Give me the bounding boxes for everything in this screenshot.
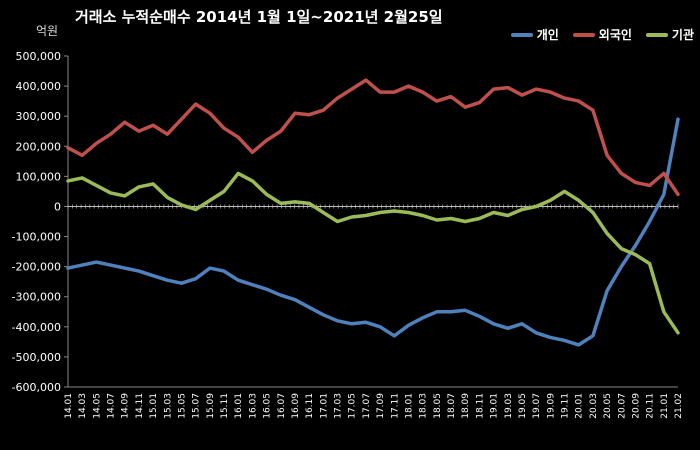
x-tick-label: 18.03 [419, 393, 429, 419]
y-tick-label: -600,000 [12, 381, 61, 394]
x-tick-label: 15.01 [149, 393, 159, 419]
x-tick-label: 19.07 [532, 393, 542, 419]
x-tick-label: 16.01 [234, 393, 244, 419]
legend: 개인 외국인 기관 [510, 26, 694, 43]
legend-label: 개인 [536, 28, 559, 42]
y-tick-label: 100,000 [16, 170, 62, 183]
x-tick-label: 17.11 [390, 393, 400, 419]
x-tick-label: 19.09 [546, 393, 556, 419]
legend-label: 기관 [671, 28, 694, 42]
chart-title: 거래소 누적순매수 2014년 1월 1일~2021년 2월25일 [75, 8, 443, 26]
x-tick-label: 20.05 [603, 393, 613, 419]
series-line [66, 78, 680, 197]
x-tick-label: 17.03 [334, 393, 344, 419]
legend-item: 외국인 [572, 26, 632, 43]
y-tick-label: -300,000 [12, 291, 61, 304]
x-tick-label: 16.09 [291, 393, 301, 419]
x-tick-label: 18.01 [404, 393, 414, 419]
x-tick-label: 18.11 [475, 393, 485, 419]
y-tick-label: 300,000 [16, 110, 62, 123]
x-tick-label: 15.07 [192, 393, 202, 419]
x-tick-label: 16.05 [263, 393, 273, 419]
x-tick-label: 20.09 [631, 393, 641, 419]
x-tick-label: 19.03 [504, 393, 514, 419]
x-tick-label: 14.07 [107, 393, 117, 419]
x-tick-label: 18.09 [461, 393, 471, 419]
x-tick-label: 16.11 [305, 393, 315, 419]
y-tick-label: 0 [54, 200, 61, 213]
x-tick-label: 21.01 [660, 393, 670, 419]
x-tick-label: 17.07 [362, 393, 372, 419]
x-tick-label: 15.11 [220, 393, 230, 419]
x-tick-label: 20.11 [646, 393, 656, 419]
y-tick-label: 200,000 [16, 140, 62, 153]
legend-item: 기관 [645, 26, 694, 43]
x-tick-label: 15.03 [163, 393, 173, 419]
x-tick-label: 19.01 [490, 393, 500, 419]
y-tick-label: 500,000 [16, 50, 62, 63]
x-tick-label: 14.01 [64, 393, 74, 419]
x-tick-label: 20.01 [575, 393, 585, 419]
x-tick-label: 15.05 [177, 393, 187, 419]
y-tick-label: -200,000 [12, 261, 61, 274]
x-tick-label: 14.11 [135, 393, 145, 419]
x-tick-label: 20.07 [617, 393, 627, 419]
legend-item: 개인 [510, 26, 559, 43]
x-tick-label: 18.05 [433, 393, 443, 419]
y-tick-label: -100,000 [12, 231, 61, 244]
x-tick-label: 14.03 [78, 393, 88, 419]
x-tick-label: 18.07 [447, 393, 457, 419]
y-tick-label: 400,000 [16, 80, 62, 93]
x-tick-label: 14.05 [92, 393, 102, 419]
legend-swatch [645, 32, 668, 37]
x-tick-label: 14.09 [121, 393, 131, 419]
y-tick-label: -500,000 [12, 351, 61, 364]
series-line [66, 117, 680, 347]
legend-label: 외국인 [598, 28, 632, 42]
x-tick-label: 17.01 [319, 393, 329, 419]
x-tick-label: 17.05 [348, 393, 358, 419]
x-tick-label: 17.09 [376, 393, 386, 419]
y-axis-unit-label: 억원 [36, 24, 59, 38]
y-tick-label: -400,000 [12, 321, 61, 334]
x-tick-label: 16.03 [248, 393, 258, 419]
legend-swatch [572, 32, 595, 37]
x-tick-label: 19.11 [561, 393, 571, 419]
x-tick-label: 19.05 [518, 393, 528, 419]
series-line [66, 171, 680, 335]
x-tick-label: 20.03 [589, 393, 599, 419]
x-tick-label: 21.02 [674, 393, 684, 419]
x-tick-label: 16.07 [277, 393, 287, 419]
x-tick-label: 15.09 [206, 393, 216, 419]
legend-swatch [510, 32, 533, 37]
